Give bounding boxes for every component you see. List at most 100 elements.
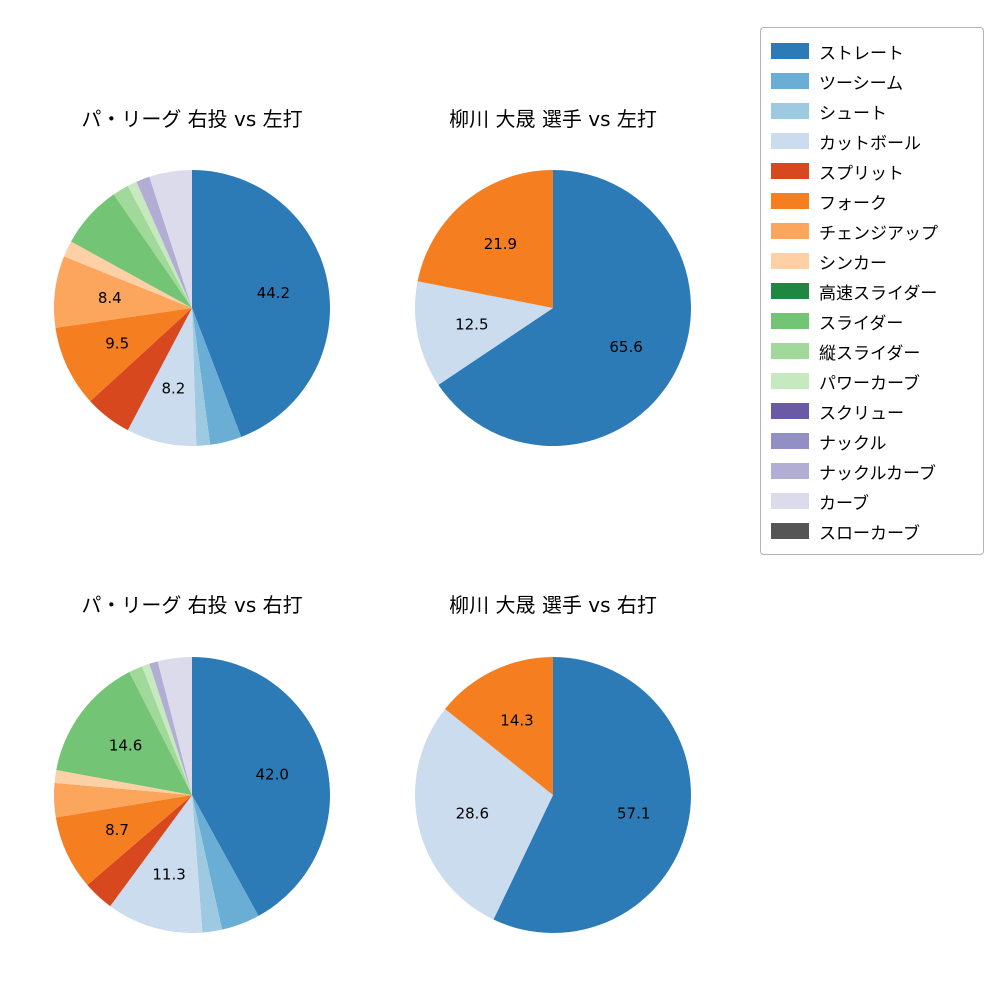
legend-swatch (771, 523, 809, 539)
pie-slice (55, 795, 193, 885)
legend-label: ストレート (819, 43, 904, 64)
legend-item: フォーク (771, 186, 973, 216)
legend-label: ナックルカーブ (819, 463, 936, 484)
pie-slice (415, 709, 553, 920)
pie-slice (54, 769, 192, 795)
pie-slice (192, 657, 330, 916)
legend-label: スローカーブ (819, 523, 920, 544)
legend-swatch (771, 253, 809, 269)
legend-swatch (771, 193, 809, 209)
slice-percent-label: 14.3 (500, 711, 533, 729)
legend-swatch (771, 343, 809, 359)
legend-item: スクリュー (771, 396, 973, 426)
pie-chart-player-vs-right: 57.1 28.6 14.3 (415, 657, 692, 933)
legend-item: パワーカーブ (771, 366, 973, 396)
pie-slice (127, 181, 192, 308)
pie-slice (417, 170, 553, 308)
pie-slice (157, 657, 192, 795)
pie-slice (438, 170, 692, 446)
legend-item: シュート (771, 96, 973, 126)
pie-slice (87, 795, 192, 907)
legend-swatch (771, 313, 809, 329)
legend-item: ナックルカーブ (771, 456, 973, 486)
legend-item: ストレート (771, 36, 973, 66)
legend-item: 縦スライダー (771, 336, 973, 366)
legend-label: スライダー (819, 313, 904, 334)
legend-item: ツーシーム (771, 66, 973, 96)
pie-slice (71, 194, 192, 308)
legend-label: スクリュー (819, 403, 904, 424)
legend-label: シュート (819, 103, 887, 124)
legend-label: チェンジアップ (819, 223, 938, 244)
slice-percent-label: 14.6 (109, 737, 142, 755)
legend-swatch (771, 223, 809, 239)
pie-slice (445, 657, 553, 795)
legend-item: 高速スライダー (771, 276, 973, 306)
legend-swatch (771, 43, 809, 59)
slice-percent-label: 9.5 (105, 335, 129, 353)
pie-slice (56, 672, 192, 795)
legend-swatch (771, 73, 809, 89)
pie-slice (53, 782, 193, 818)
slice-percent-label: 8.2 (161, 380, 185, 398)
slice-percent-label: 65.6 (609, 338, 642, 356)
pie-slice (90, 308, 192, 431)
slice-percent-label: 57.1 (617, 804, 650, 822)
legend-swatch (771, 133, 809, 149)
pie-chart-league-vs-right: 42.0 11.3 8.7 14.6 (53, 657, 330, 934)
legend-label: スプリット (819, 163, 904, 184)
pie-slice (64, 241, 192, 308)
legend-label: フォーク (819, 193, 887, 214)
legend-item: ナックル (771, 426, 973, 456)
pie-slice (110, 795, 203, 934)
legend-item: スローカーブ (771, 516, 973, 546)
legend-label: パワーカーブ (819, 373, 920, 394)
pie-slice (113, 185, 192, 308)
legend-item: スプリット (771, 156, 973, 186)
slice-percent-label: 21.9 (484, 235, 517, 253)
pie-slice (129, 666, 192, 795)
slice-percent-label: 8.4 (98, 289, 122, 307)
legend-item: カットボール (771, 126, 973, 156)
legend-label: 縦スライダー (819, 343, 921, 364)
legend-item: カーブ (771, 486, 973, 516)
pie-slice (55, 308, 192, 402)
slice-percent-label: 42.0 (255, 765, 288, 783)
legend-swatch (771, 433, 809, 449)
pie-slice (54, 256, 193, 328)
legend-item: スライダー (771, 306, 973, 336)
pie-slice (192, 795, 259, 930)
legend: ストレートツーシームシュートカットボール スプリットフォークチェンジアップ シンカー… (760, 27, 984, 555)
legend-swatch (771, 463, 809, 479)
legend-label: ナックル (819, 433, 887, 454)
legend-label: シンカー (819, 253, 887, 274)
legend-label: 高速スライダー (819, 283, 938, 304)
legend-label: カーブ (819, 493, 869, 514)
legend-swatch (771, 103, 809, 119)
slice-percent-label: 12.5 (455, 315, 488, 333)
slice-percent-label: 8.7 (105, 821, 129, 839)
chart-title-league-vs-right: パ・リーグ 右投 vs 右打 (81, 593, 303, 617)
pie-slice (192, 795, 223, 933)
pie-slice (149, 170, 192, 308)
legend-item: チェンジアップ (771, 216, 973, 246)
pie-slice (149, 661, 192, 795)
legend-swatch (771, 283, 809, 299)
chart-title-league-vs-left: パ・リーグ 右投 vs 左打 (81, 107, 303, 131)
pie-slice (192, 170, 331, 437)
legend-label: ツーシーム (819, 73, 904, 94)
pie-slice (192, 308, 242, 445)
chart-title-player-vs-right: 柳川 大晟 選手 vs 右打 (449, 593, 657, 617)
legend-item: シンカー (771, 246, 973, 276)
legend-swatch (771, 403, 809, 419)
legend-label: カットボール (819, 133, 921, 154)
pie-slice (142, 663, 192, 795)
legend-swatch (771, 163, 809, 179)
slice-percent-label: 11.3 (152, 866, 185, 884)
pie-slice (192, 308, 211, 446)
slice-percent-label: 28.6 (456, 805, 489, 823)
chart-title-player-vs-left: 柳川 大晟 選手 vs 左打 (449, 107, 657, 131)
legend-swatch (771, 373, 809, 389)
legend-swatch (771, 493, 809, 509)
